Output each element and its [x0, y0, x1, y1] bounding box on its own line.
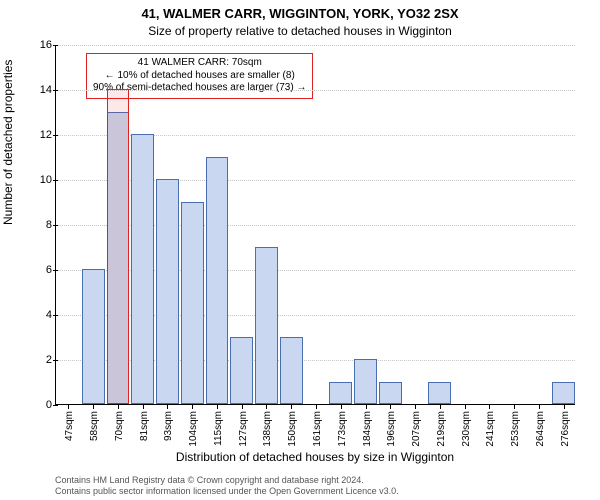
y-tick-label: 4 [30, 309, 52, 321]
x-tick-label: 230sqm [461, 411, 472, 447]
x-tick-label: 93sqm [163, 411, 174, 441]
x-tick-label: 150sqm [287, 411, 298, 447]
histogram-bar [206, 157, 229, 405]
x-tick-mark [415, 404, 416, 409]
x-tick-mark [143, 404, 144, 409]
page-title-1: 41, WALMER CARR, WIGGINTON, YORK, YO32 2… [0, 6, 600, 21]
x-tick-mark [68, 404, 69, 409]
histogram-bar [230, 337, 253, 405]
x-tick-label: 207sqm [411, 411, 422, 447]
gridline [56, 90, 575, 91]
x-tick-mark [539, 404, 540, 409]
x-tick-mark [291, 404, 292, 409]
x-tick-mark [242, 404, 243, 409]
histogram-bar [156, 179, 179, 404]
x-tick-mark [192, 404, 193, 409]
gridline [56, 45, 575, 46]
x-tick-mark [341, 404, 342, 409]
x-tick-label: 70sqm [114, 411, 125, 441]
x-tick-mark [390, 404, 391, 409]
histogram-bar [428, 382, 451, 405]
x-tick-label: 104sqm [188, 411, 199, 447]
x-tick-label: 173sqm [337, 411, 348, 447]
histogram-bar [255, 247, 278, 405]
credit-line-2: Contains public sector information licen… [55, 486, 575, 496]
chart-plot-area: 41 WALMER CARR: 70sqm ← 10% of detached … [55, 45, 575, 405]
x-tick-mark [489, 404, 490, 409]
histogram-bar [82, 269, 105, 404]
x-tick-label: 241sqm [485, 411, 496, 447]
x-tick-label: 47sqm [64, 411, 75, 441]
annotation-line-1: 41 WALMER CARR: 70sqm [93, 57, 306, 70]
y-axis-label: Number of detached properties [1, 60, 15, 225]
y-tick-label: 2 [30, 354, 52, 366]
y-tick-label: 6 [30, 264, 52, 276]
y-tick-label: 8 [30, 219, 52, 231]
credit-text: Contains HM Land Registry data © Crown c… [55, 475, 575, 496]
histogram-bar [329, 382, 352, 405]
y-tick-label: 14 [30, 84, 52, 96]
x-tick-mark [217, 404, 218, 409]
x-tick-label: 253sqm [510, 411, 521, 447]
histogram-bar [131, 134, 154, 404]
x-tick-mark [266, 404, 267, 409]
histogram-bar [379, 382, 402, 405]
x-tick-mark [514, 404, 515, 409]
x-tick-mark [465, 404, 466, 409]
y-tick-label: 16 [30, 39, 52, 51]
x-tick-mark [366, 404, 367, 409]
histogram-bar [280, 337, 303, 405]
x-tick-mark [564, 404, 565, 409]
histogram-bar [181, 202, 204, 405]
x-tick-label: 115sqm [213, 411, 224, 446]
x-tick-mark [93, 404, 94, 409]
x-tick-label: 276sqm [560, 411, 571, 447]
x-tick-label: 219sqm [436, 411, 447, 447]
x-tick-label: 264sqm [535, 411, 546, 447]
y-tick-label: 12 [30, 129, 52, 141]
x-tick-label: 127sqm [238, 411, 249, 447]
x-tick-mark [316, 404, 317, 409]
histogram-bar [552, 382, 575, 405]
histogram-bar [354, 359, 377, 404]
annotation-line-2: ← 10% of detached houses are smaller (8) [93, 70, 306, 83]
x-tick-mark [167, 404, 168, 409]
x-tick-mark [118, 404, 119, 409]
x-tick-mark [440, 404, 441, 409]
x-tick-label: 184sqm [362, 411, 373, 447]
page-title-2: Size of property relative to detached ho… [0, 24, 600, 38]
x-tick-label: 58sqm [89, 411, 100, 441]
highlight-bar [107, 89, 130, 404]
x-tick-label: 196sqm [386, 411, 397, 447]
y-tick-label: 10 [30, 174, 52, 186]
credit-line-1: Contains HM Land Registry data © Crown c… [55, 475, 575, 485]
x-axis-label: Distribution of detached houses by size … [55, 450, 575, 464]
x-tick-label: 138sqm [262, 411, 273, 447]
x-tick-label: 81sqm [139, 411, 150, 441]
x-tick-label: 161sqm [312, 411, 323, 447]
y-tick-label: 0 [30, 399, 52, 411]
